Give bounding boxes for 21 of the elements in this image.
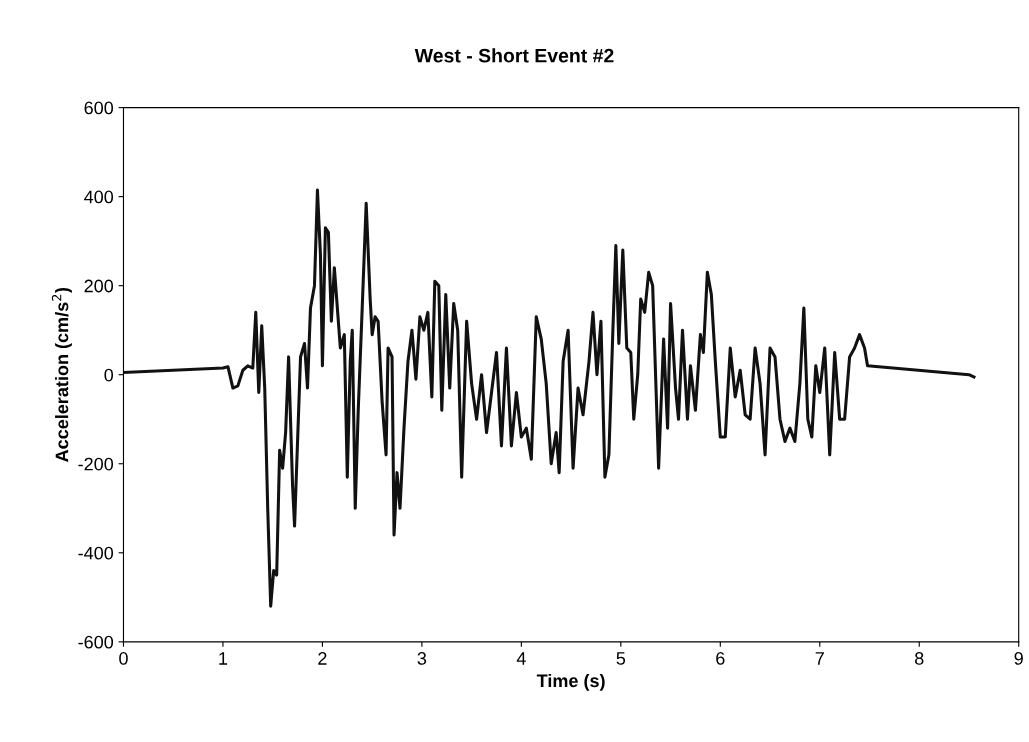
x-tick-label: 5: [616, 652, 626, 665]
chart-title: West - Short Event #2: [414, 48, 614, 63]
y-tick-label: 600: [84, 101, 114, 115]
x-tick-label: 2: [318, 652, 327, 665]
y-tick-label: -600: [78, 635, 114, 649]
x-tick-label: 0: [119, 652, 128, 665]
y-tick-label: 0: [104, 368, 114, 382]
x-tick-label: 3: [417, 652, 427, 665]
y-axis-title: Acceleration (cm/s$^{2}$): [51, 287, 72, 462]
x-tick-label: 6: [716, 652, 725, 665]
x-tick-label: 7: [815, 652, 824, 665]
y-tick-label: -200: [78, 457, 114, 471]
line-series: [123, 188, 976, 608]
x-tick-label: 9: [1014, 652, 1023, 665]
y-tick-label: 200: [84, 279, 114, 293]
y-tick-label: -400: [78, 546, 114, 560]
x-tick-label: 4: [516, 652, 526, 665]
x-tick-label: 8: [915, 652, 924, 665]
x-tick-label: 1: [219, 652, 228, 665]
y-tick-label: 400: [84, 190, 114, 204]
x-axis-title: Time (s): [536, 673, 605, 691]
